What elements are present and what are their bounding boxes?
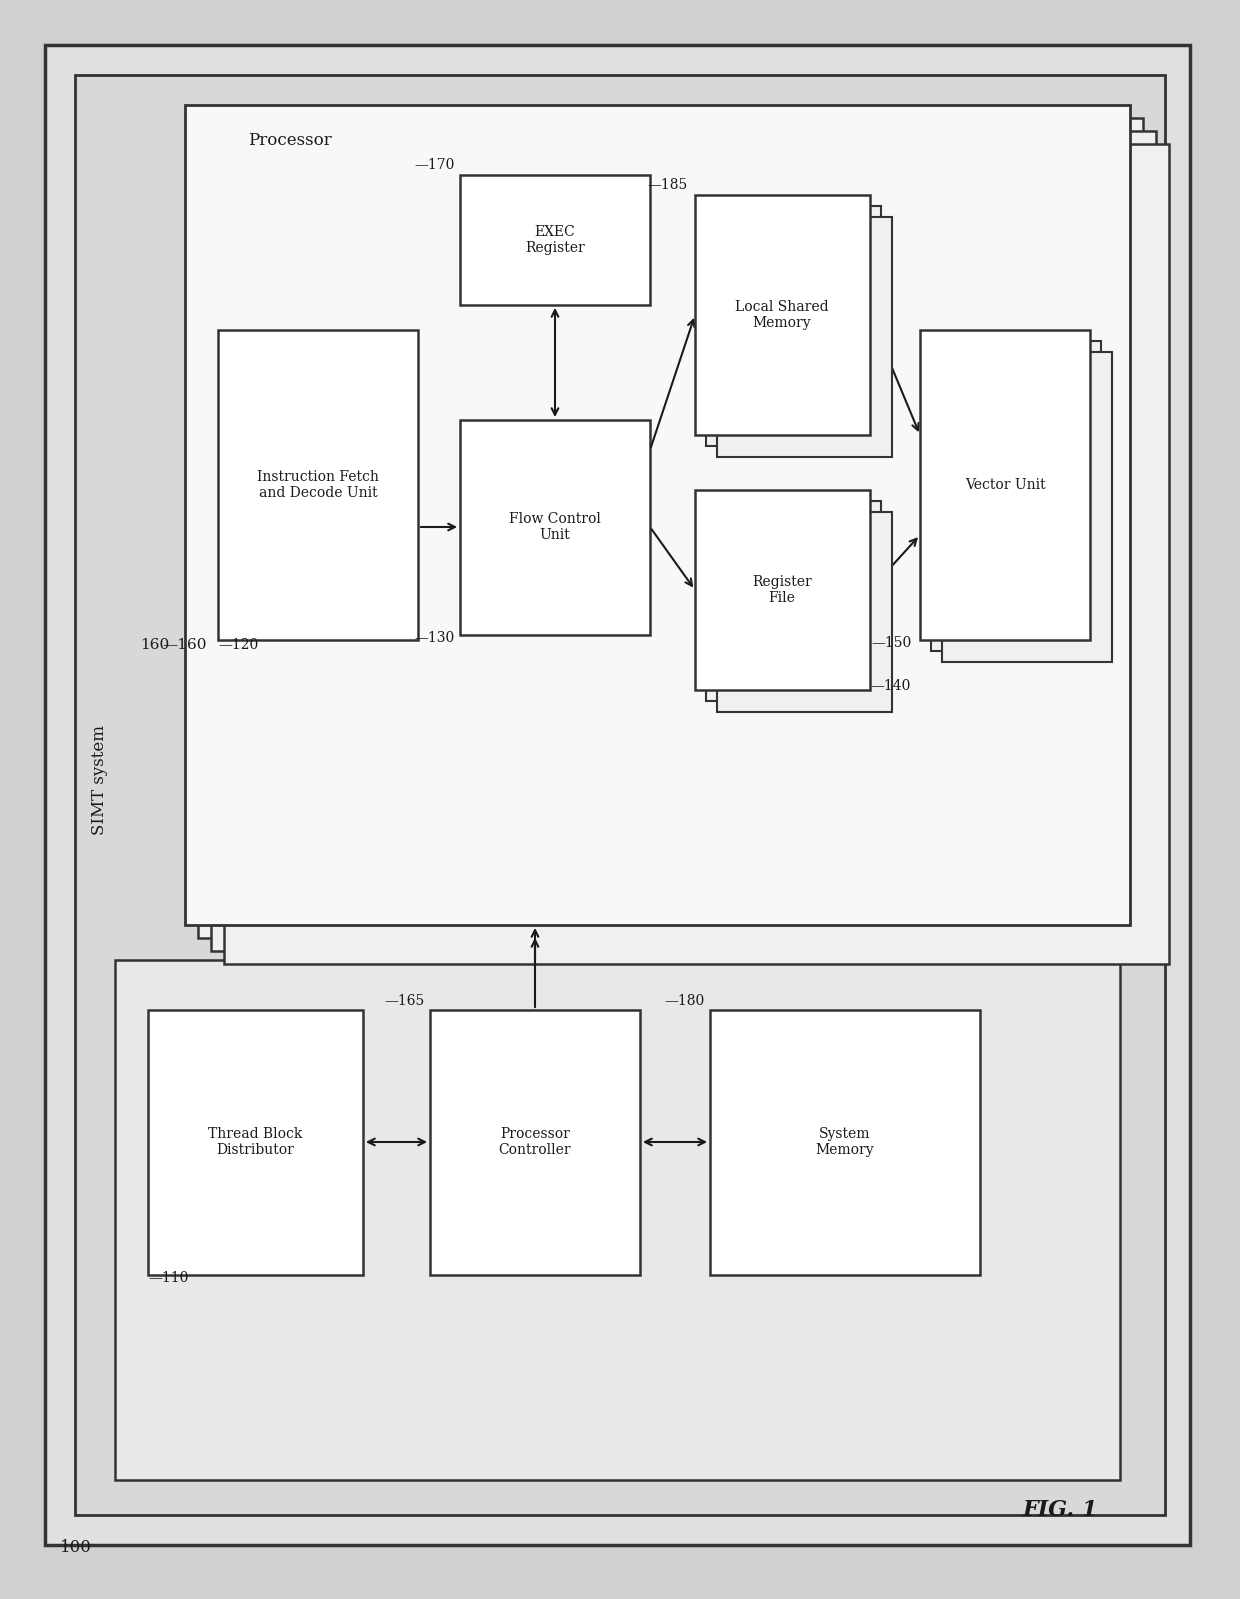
Text: SIMT system: SIMT system bbox=[92, 724, 109, 835]
Bar bbox=[460, 174, 650, 305]
Text: 160: 160 bbox=[140, 638, 169, 652]
Text: —160: —160 bbox=[162, 638, 207, 652]
Text: Processor: Processor bbox=[248, 131, 332, 149]
Bar bbox=[74, 75, 1166, 1514]
Text: —120: —120 bbox=[218, 638, 258, 652]
Bar bbox=[706, 206, 880, 446]
Bar bbox=[460, 421, 650, 635]
Bar bbox=[706, 500, 880, 700]
Text: Thread Block
Distributor: Thread Block Distributor bbox=[208, 1127, 303, 1158]
Bar bbox=[694, 195, 870, 435]
Bar bbox=[218, 329, 418, 640]
Text: EXEC
Register: EXEC Register bbox=[525, 225, 585, 256]
Text: Vector Unit: Vector Unit bbox=[965, 478, 1045, 492]
Text: Local Shared
Memory: Local Shared Memory bbox=[735, 301, 828, 329]
Bar bbox=[185, 106, 1130, 924]
Text: Flow Control
Unit: Flow Control Unit bbox=[510, 512, 601, 542]
Text: FIG. 1: FIG. 1 bbox=[1022, 1498, 1097, 1521]
Text: —180: —180 bbox=[665, 995, 706, 1007]
Text: —110: —110 bbox=[148, 1271, 188, 1286]
Bar bbox=[211, 131, 1156, 951]
Bar bbox=[931, 341, 1101, 651]
Text: Processor
Controller: Processor Controller bbox=[498, 1127, 572, 1158]
Text: —130: —130 bbox=[414, 632, 455, 644]
Bar bbox=[920, 329, 1090, 640]
Bar bbox=[148, 1011, 363, 1274]
Text: Instruction Fetch
and Decode Unit: Instruction Fetch and Decode Unit bbox=[257, 470, 379, 500]
Text: —185: —185 bbox=[647, 177, 688, 192]
Text: 100: 100 bbox=[60, 1540, 92, 1556]
Text: Register
File: Register File bbox=[753, 576, 812, 604]
Text: —150: —150 bbox=[872, 636, 911, 651]
Text: System
Memory: System Memory bbox=[816, 1127, 874, 1158]
Bar bbox=[942, 352, 1112, 662]
Text: —170: —170 bbox=[414, 158, 455, 173]
Bar bbox=[717, 512, 892, 712]
Bar bbox=[717, 217, 892, 457]
Bar bbox=[198, 118, 1143, 939]
Bar bbox=[115, 959, 1120, 1481]
Bar bbox=[430, 1011, 640, 1274]
Text: —165: —165 bbox=[384, 995, 425, 1007]
Bar bbox=[711, 1011, 980, 1274]
Bar bbox=[694, 489, 870, 691]
Bar bbox=[224, 144, 1169, 964]
Text: —140: —140 bbox=[870, 680, 910, 692]
